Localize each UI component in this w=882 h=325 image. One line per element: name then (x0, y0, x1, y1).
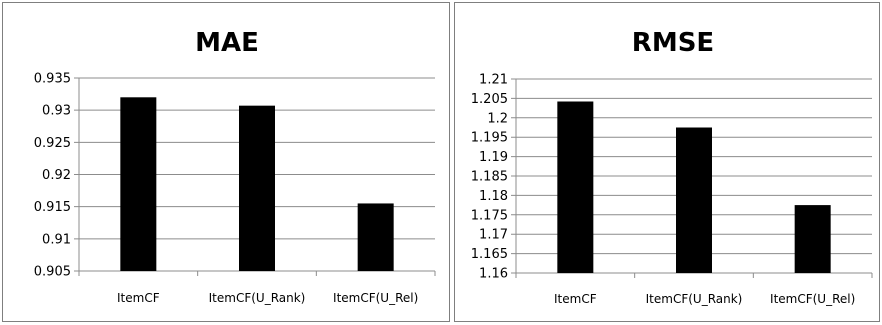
rmse-y-tick-label: 1.18 (479, 189, 508, 204)
mae-y-tick-label: 0.935 (34, 72, 71, 87)
mae-chart-title: MAE (195, 28, 259, 58)
mae-bar-itemcf-u-rel (357, 203, 394, 271)
rmse-chart-title: RMSE (632, 28, 714, 58)
rmse-x-category-label: ItemCF(U_Rel) (770, 292, 855, 306)
mae-y-tick-label: 0.915 (34, 200, 71, 215)
mae-bar-itemcf (120, 97, 157, 271)
mae-y-tick-label: 0.91 (42, 232, 71, 247)
rmse-x-category-label: ItemCF(U_Rank) (646, 292, 743, 306)
rmse-y-tick-label: 1.185 (471, 170, 508, 185)
rmse-y-tick-label: 1.21 (479, 73, 508, 88)
mae-y-tick-label: 0.905 (34, 265, 71, 280)
mae-chart: MAE 0.905 0.91 0.915 0.92 0.925 0.93 0.935 Item… (34, 28, 436, 305)
rmse-y-tick-label: 1.17 (479, 228, 508, 243)
mae-y-tick-label: 0.92 (42, 168, 71, 183)
mae-x-category-label: ItemCF(U_Rel) (333, 291, 418, 305)
rmse-y-tick-label: 1.2 (487, 111, 508, 126)
rmse-y-tick-label: 1.16 (479, 267, 508, 282)
mae-chart-panel: MAE 0.905 0.91 0.915 0.92 0.925 0.93 0.935 Item… (2, 2, 450, 322)
mae-y-tick-label: 0.93 (42, 104, 71, 119)
rmse-bar-itemcf-u-rank (676, 127, 712, 273)
rmse-chart: RMSE 1.16 1.165 1.17 1.175 1.18 1.185 1.19 1.19… (471, 28, 873, 306)
mae-x-category-label: ItemCF (117, 291, 160, 305)
mae-bar-itemcf-u-rank (239, 105, 275, 271)
rmse-x-category-label: ItemCF (554, 292, 597, 306)
rmse-y-tick-label: 1.205 (471, 92, 508, 107)
rmse-y-tick-label: 1.175 (471, 208, 508, 223)
rmse-bar-itemcf-u-rel (794, 205, 831, 273)
rmse-y-tick-label: 1.19 (479, 150, 508, 165)
mae-x-category-label: ItemCF(U_Rank) (209, 291, 306, 305)
rmse-y-tick-label: 1.165 (471, 247, 508, 262)
rmse-chart-panel: RMSE 1.16 1.165 1.17 1.175 1.18 1.185 1.19 1.19… (454, 2, 880, 322)
rmse-y-tick-label: 1.195 (471, 131, 508, 146)
mae-y-tick-label: 0.925 (34, 136, 71, 151)
rmse-bar-itemcf (557, 101, 594, 273)
